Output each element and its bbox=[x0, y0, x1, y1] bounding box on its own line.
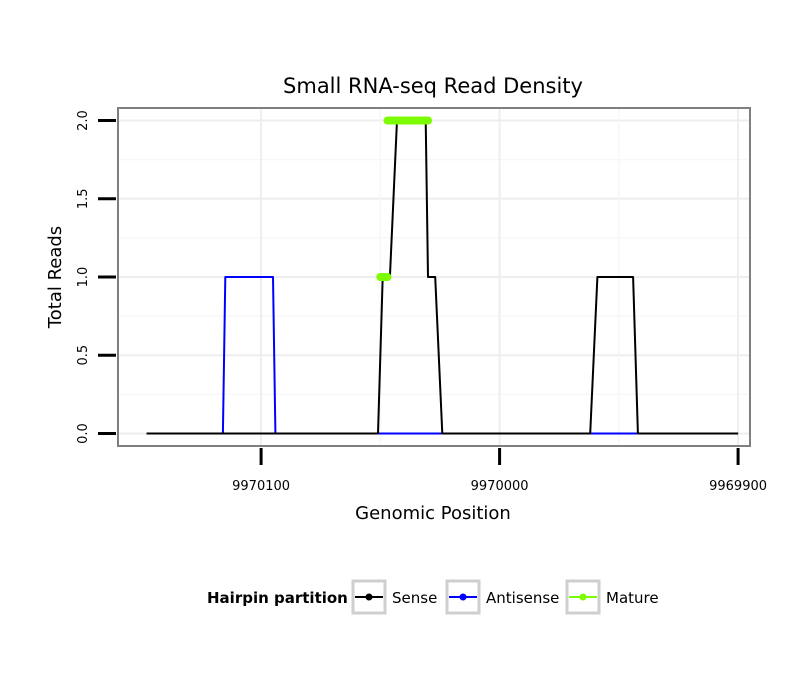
series-layer bbox=[146, 116, 739, 435]
x-axis: 9970100 9970000 9969900 bbox=[232, 448, 767, 494]
y-tick-label: 1.0 bbox=[76, 267, 91, 288]
x-tick-label: 9970000 bbox=[471, 479, 529, 494]
y-tick-label: 1.5 bbox=[76, 188, 91, 209]
y-tick-label: 0.0 bbox=[76, 423, 91, 444]
y-tick-label: 0.5 bbox=[76, 345, 91, 366]
y-tick-label: 2.0 bbox=[76, 110, 91, 131]
legend-dot-mature bbox=[579, 593, 587, 601]
legend: Hairpin partition Sense Antisense Mature bbox=[207, 579, 659, 615]
legend-title: Hairpin partition bbox=[207, 589, 348, 607]
y-axis-label: Total Reads bbox=[45, 226, 66, 329]
y-axis: 0.0 0.5 1.0 1.5 2.0 bbox=[76, 110, 116, 444]
legend-label-sense: Sense bbox=[392, 589, 437, 607]
legend-label-antisense: Antisense bbox=[486, 589, 559, 607]
legend-dot-sense bbox=[365, 593, 373, 601]
plot-border bbox=[117, 107, 751, 447]
chart-title: Small RNA-seq Read Density bbox=[283, 74, 583, 98]
x-axis-label: Genomic Position bbox=[355, 503, 511, 524]
legend-label-mature: Mature bbox=[606, 589, 659, 607]
legend-dot-antisense bbox=[459, 593, 467, 601]
x-tick-label: 9970100 bbox=[232, 479, 290, 494]
x-tick-label: 9969900 bbox=[709, 479, 767, 494]
